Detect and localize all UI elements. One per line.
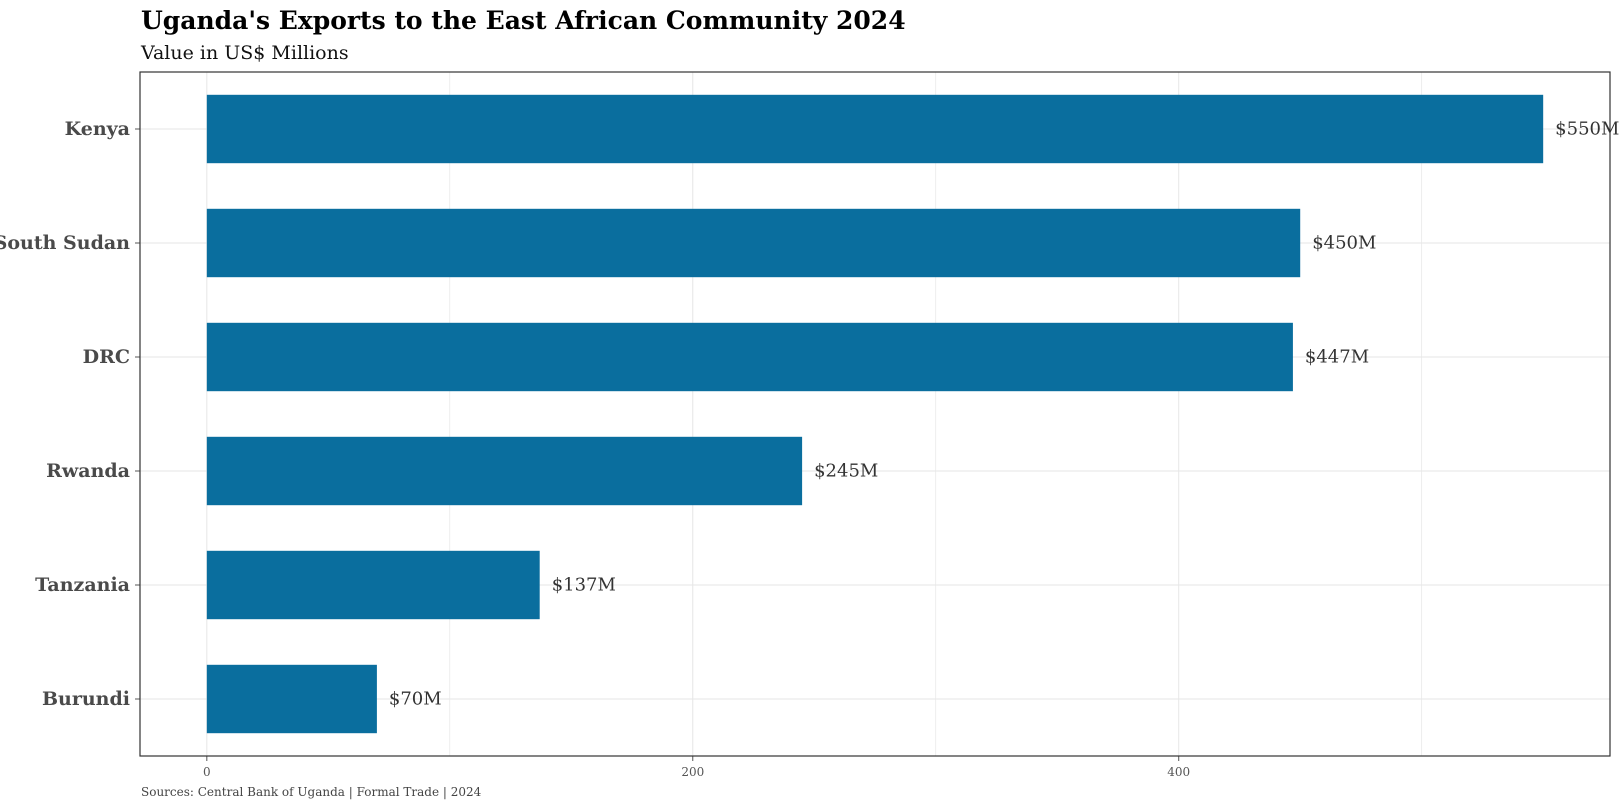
- category-label: Rwanda: [46, 460, 130, 482]
- x-tick-label: 0: [203, 765, 211, 779]
- bar-burundi: [206, 664, 377, 734]
- x-tick-label: 400: [1167, 765, 1190, 779]
- category-label: Burundi: [42, 688, 130, 710]
- value-label: $70M: [389, 689, 442, 710]
- value-label: $447M: [1305, 347, 1369, 368]
- value-label: $137M: [552, 575, 616, 596]
- bar-drc: [206, 322, 1293, 392]
- x-axis-ticks: 0 200 400: [203, 756, 1190, 779]
- chart-caption: Sources: Central Bank of Uganda | Formal…: [141, 785, 482, 799]
- grid-lines: [140, 72, 1610, 756]
- bars: [206, 94, 1544, 734]
- category-label: Tanzania: [35, 574, 130, 596]
- chart-subtitle: Value in US$ Millions: [140, 42, 349, 64]
- bar-tanzania: [206, 550, 540, 620]
- value-label: $450M: [1312, 233, 1376, 254]
- bar-kenya: [206, 94, 1544, 164]
- bar-rwanda: [206, 436, 803, 506]
- chart-title: Uganda's Exports to the East African Com…: [141, 6, 906, 35]
- category-label: DRC: [83, 346, 130, 368]
- plot-panel-border: [139, 71, 1611, 757]
- x-tick-label: 200: [681, 765, 704, 779]
- category-label: Kenya: [65, 118, 130, 140]
- value-label: $245M: [814, 461, 878, 482]
- value-label: $550M: [1555, 119, 1619, 140]
- value-labels: $550M $450M $447M $245M $137M $70M: [389, 119, 1619, 710]
- bar-south-sudan: [206, 208, 1301, 278]
- category-labels: Kenya South Sudan DRC Rwanda Tanzania Burundi: [0, 118, 140, 710]
- category-label: South Sudan: [0, 232, 130, 254]
